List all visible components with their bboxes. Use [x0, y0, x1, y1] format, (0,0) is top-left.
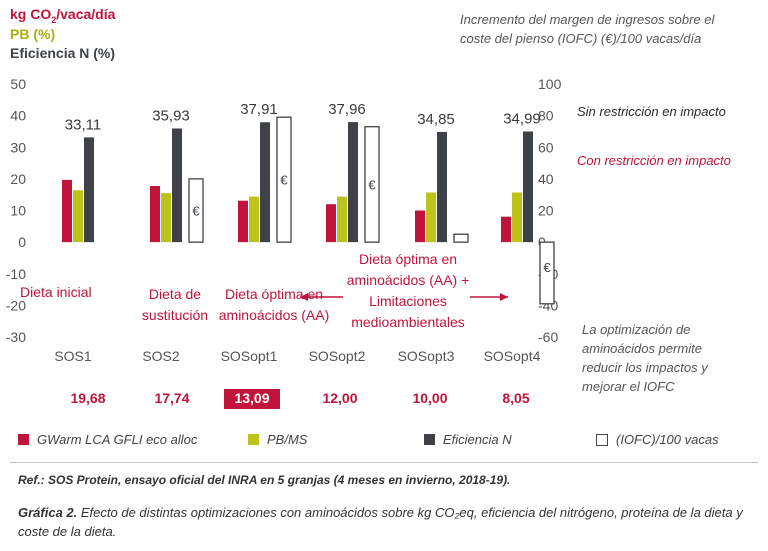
left-axis-tick-label: 50 [10, 76, 26, 92]
left-axis-tick-label: 40 [10, 108, 26, 124]
bar-chart: 50403020100-10-20-30100806040200-20-40-6… [6, 76, 562, 409]
left-axis-tick-label: 20 [10, 171, 26, 187]
bar-iofc [364, 126, 380, 243]
note-sin-restriccion: Sin restricción en impacto [577, 104, 726, 119]
gwarm-value-label: 12,00 [322, 390, 357, 406]
bar-iofc [453, 233, 469, 243]
header-co2-label: kg CO2/vaca/día [10, 6, 116, 25]
gwarm-value-label: 8,05 [502, 390, 529, 406]
right-axis-tick-label: -60 [538, 329, 558, 345]
euro-sign: € [543, 260, 551, 275]
euro-sign: € [280, 173, 288, 188]
bar-eficiencia [348, 122, 358, 243]
gwarm-value-label: 19,68 [70, 390, 105, 406]
bar-eficiencia [523, 131, 533, 243]
bar-pb [337, 196, 347, 243]
note-con-restriccion: Con restricción en impacto [577, 153, 731, 168]
gwarm-value-label: 13,09 [234, 390, 269, 406]
chart-bars [62, 116, 555, 305]
category-label: SOSopt3 [398, 348, 455, 364]
bar-pb [426, 192, 436, 243]
category-label: SOSopt2 [309, 348, 366, 364]
efficiency-value-label: 37,96 [328, 101, 366, 118]
bar-gwarm [326, 204, 336, 243]
bar-pb [73, 190, 83, 243]
right-axis-title: Incremento del margen de ingresos sobre … [460, 12, 715, 46]
highlight-badge [224, 389, 280, 409]
bar-pb [161, 193, 171, 243]
category-label: SOSopt4 [484, 348, 541, 364]
right-axis-tick-label: 80 [538, 108, 554, 124]
arrow-head-right [500, 293, 508, 301]
footer-divider [10, 462, 758, 463]
left-axis-tick-label: 10 [10, 203, 26, 219]
right-axis-tick-label: 20 [538, 203, 554, 219]
left-axis-tick-label: -30 [6, 329, 26, 345]
bar-gwarm [238, 200, 248, 243]
chart-labels: SOS1 SOS2 SOSopt1 SOSopt2 SOSopt3 SOSopt4 33,1… [54, 101, 551, 409]
bar-pb [512, 192, 522, 243]
bar-eficiencia [260, 122, 270, 243]
bar-iofc [188, 178, 204, 243]
bar-gwarm [415, 210, 425, 243]
bar-gwarm [62, 179, 72, 243]
left-axis-tick-label: -10 [6, 266, 26, 282]
bar-eficiencia [84, 137, 94, 243]
efficiency-value-label: 37,91 [240, 101, 278, 118]
bar-gwarm [501, 216, 511, 243]
bar-eficiencia [172, 128, 182, 243]
annotation-dieta-inicial: Dieta inicial [20, 284, 92, 300]
legend-iofc: (IOFC)/100 vacas [596, 432, 719, 447]
category-label: SOS2 [142, 348, 180, 364]
gwarm-value-label: 17,74 [154, 390, 189, 406]
efficiency-value-label: 35,93 [152, 107, 190, 124]
legend-swatch-eficiencia [424, 434, 435, 445]
efficiency-value-label: 34,85 [417, 111, 455, 128]
left-axis-tick-label: -20 [6, 297, 26, 313]
category-label: SOSopt1 [221, 348, 278, 364]
left-axis-tick-label: 0 [18, 234, 26, 250]
legend-pb: PB/MS [248, 432, 307, 447]
header-efficiency-label: Eficiencia N (%) [10, 45, 116, 61]
figure-caption: Gráfica 2. Efecto de distintas optimizac… [18, 505, 743, 539]
header-pb-label: PB (%) [10, 26, 56, 42]
euro-sign: € [368, 177, 376, 192]
legend-eficiencia: Eficiencia N [424, 432, 512, 447]
legend-gwarm: GWarm LCA GFLI eco alloc [18, 432, 197, 447]
bar-eficiencia [437, 131, 447, 243]
bar-iofc [539, 241, 555, 305]
annotation-dieta-sustitucion: Dieta de sustitución [141, 286, 209, 323]
bar-pb [249, 196, 259, 243]
gwarm-value-label: 10,00 [412, 390, 447, 406]
annotation-dieta-optima: Dieta óptima en aminoácidos (AA) [218, 286, 330, 323]
legend-swatch-pb [248, 434, 259, 445]
category-label: SOS1 [54, 348, 92, 364]
left-axis-tick-label: 30 [10, 139, 26, 155]
euro-sign: € [192, 204, 200, 219]
legend-swatch-gwarm [18, 434, 29, 445]
efficiency-value-label: 34,99 [503, 110, 541, 127]
arrow-head-left [300, 293, 308, 301]
bar-gwarm [150, 186, 160, 243]
right-axis-tick-label: 40 [538, 171, 554, 187]
note-optimization: La optimización de aminoácidos permite r… [582, 322, 708, 394]
annotation-dieta-limitaciones: Dieta óptima en aminoácidos (AA) + Limit… [346, 251, 470, 330]
legend-swatch-iofc [596, 433, 608, 446]
bar-iofc [276, 116, 292, 243]
right-axis-tick-label: 60 [538, 139, 554, 155]
footer-reference: Ref.: SOS Protein, ensayo oficial del IN… [18, 473, 511, 487]
efficiency-value-label: 33,11 [65, 116, 101, 133]
right-axis-tick-label: 100 [538, 76, 562, 92]
